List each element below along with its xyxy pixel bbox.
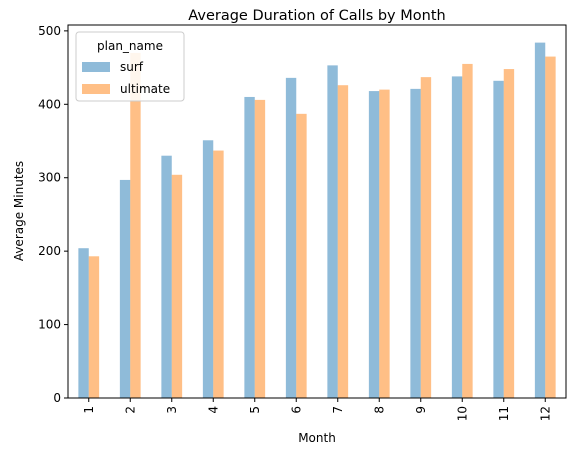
bar-surf-1	[78, 248, 89, 398]
legend: plan_name surf ultimate	[75, 31, 185, 102]
bar-ultimate-10	[462, 63, 473, 399]
x-tick-label-3: 3	[165, 406, 179, 414]
x-axis-label: Month	[298, 431, 336, 445]
legend-box	[75, 31, 185, 102]
bar-surf-10	[451, 76, 463, 399]
bar-surf-12	[534, 42, 546, 399]
bar-ultimate-8	[379, 89, 390, 399]
bar-surf-2	[119, 179, 131, 398]
bar-surf-11	[493, 80, 504, 399]
y-axis-label: Average Minutes	[12, 161, 26, 261]
x-axis: 1 2 3 4 5 6 7 8 9 10 11 12	[82, 398, 552, 421]
y-axis: 0 100 200 300 400 500	[38, 24, 68, 405]
x-tick-label-12: 12	[538, 406, 552, 421]
plot-frame	[67, 24, 567, 399]
bar-ultimate-7	[337, 85, 349, 399]
bar-ultimate-9	[420, 77, 432, 398]
bar-surf-4	[202, 140, 214, 398]
x-tick-label-8: 8	[372, 406, 386, 414]
legend-swatch-ultimate	[82, 84, 110, 94]
x-tick-label-6: 6	[289, 406, 303, 414]
bar-ultimate-6	[296, 113, 307, 398]
bar-ultimate-4	[213, 150, 224, 398]
bar-surf-6	[285, 77, 297, 399]
x-tick-label-2: 2	[123, 406, 137, 414]
bars-group	[78, 42, 556, 399]
legend-swatch-surf	[82, 62, 110, 72]
bar-ultimate-12	[545, 56, 556, 398]
y-tick-label-400: 400	[38, 97, 61, 111]
y-tick-label-500: 500	[38, 24, 61, 38]
bar-surf-7	[327, 65, 338, 398]
x-tick-label-1: 1	[82, 406, 96, 414]
x-tick-label-10: 10	[455, 406, 469, 421]
bar-surf-5	[244, 96, 255, 399]
y-tick-label-100: 100	[38, 318, 61, 332]
bar-ultimate-3	[171, 174, 183, 398]
bar-ultimate-1	[88, 256, 100, 398]
bar-ultimate-2	[130, 52, 141, 399]
legend-label-surf: surf	[120, 60, 144, 74]
bar-ultimate-5	[254, 99, 266, 398]
x-tick-label-9: 9	[414, 406, 428, 414]
x-tick-label-7: 7	[331, 406, 345, 414]
bar-surf-8	[368, 91, 380, 398]
chart-title: Average Duration of Calls by Month	[188, 8, 445, 24]
x-tick-label-4: 4	[206, 406, 220, 414]
legend-title: plan_name	[97, 39, 163, 53]
legend-label-ultimate: ultimate	[120, 82, 170, 96]
bar-ultimate-11	[503, 69, 515, 398]
x-tick-label-11: 11	[497, 406, 511, 421]
bar-surf-9	[410, 88, 421, 398]
y-tick-label-0: 0	[53, 391, 61, 405]
y-tick-label-300: 300	[38, 171, 61, 185]
y-tick-label-200: 200	[38, 244, 61, 258]
bar-surf-3	[161, 155, 172, 398]
x-tick-label-5: 5	[248, 406, 262, 414]
